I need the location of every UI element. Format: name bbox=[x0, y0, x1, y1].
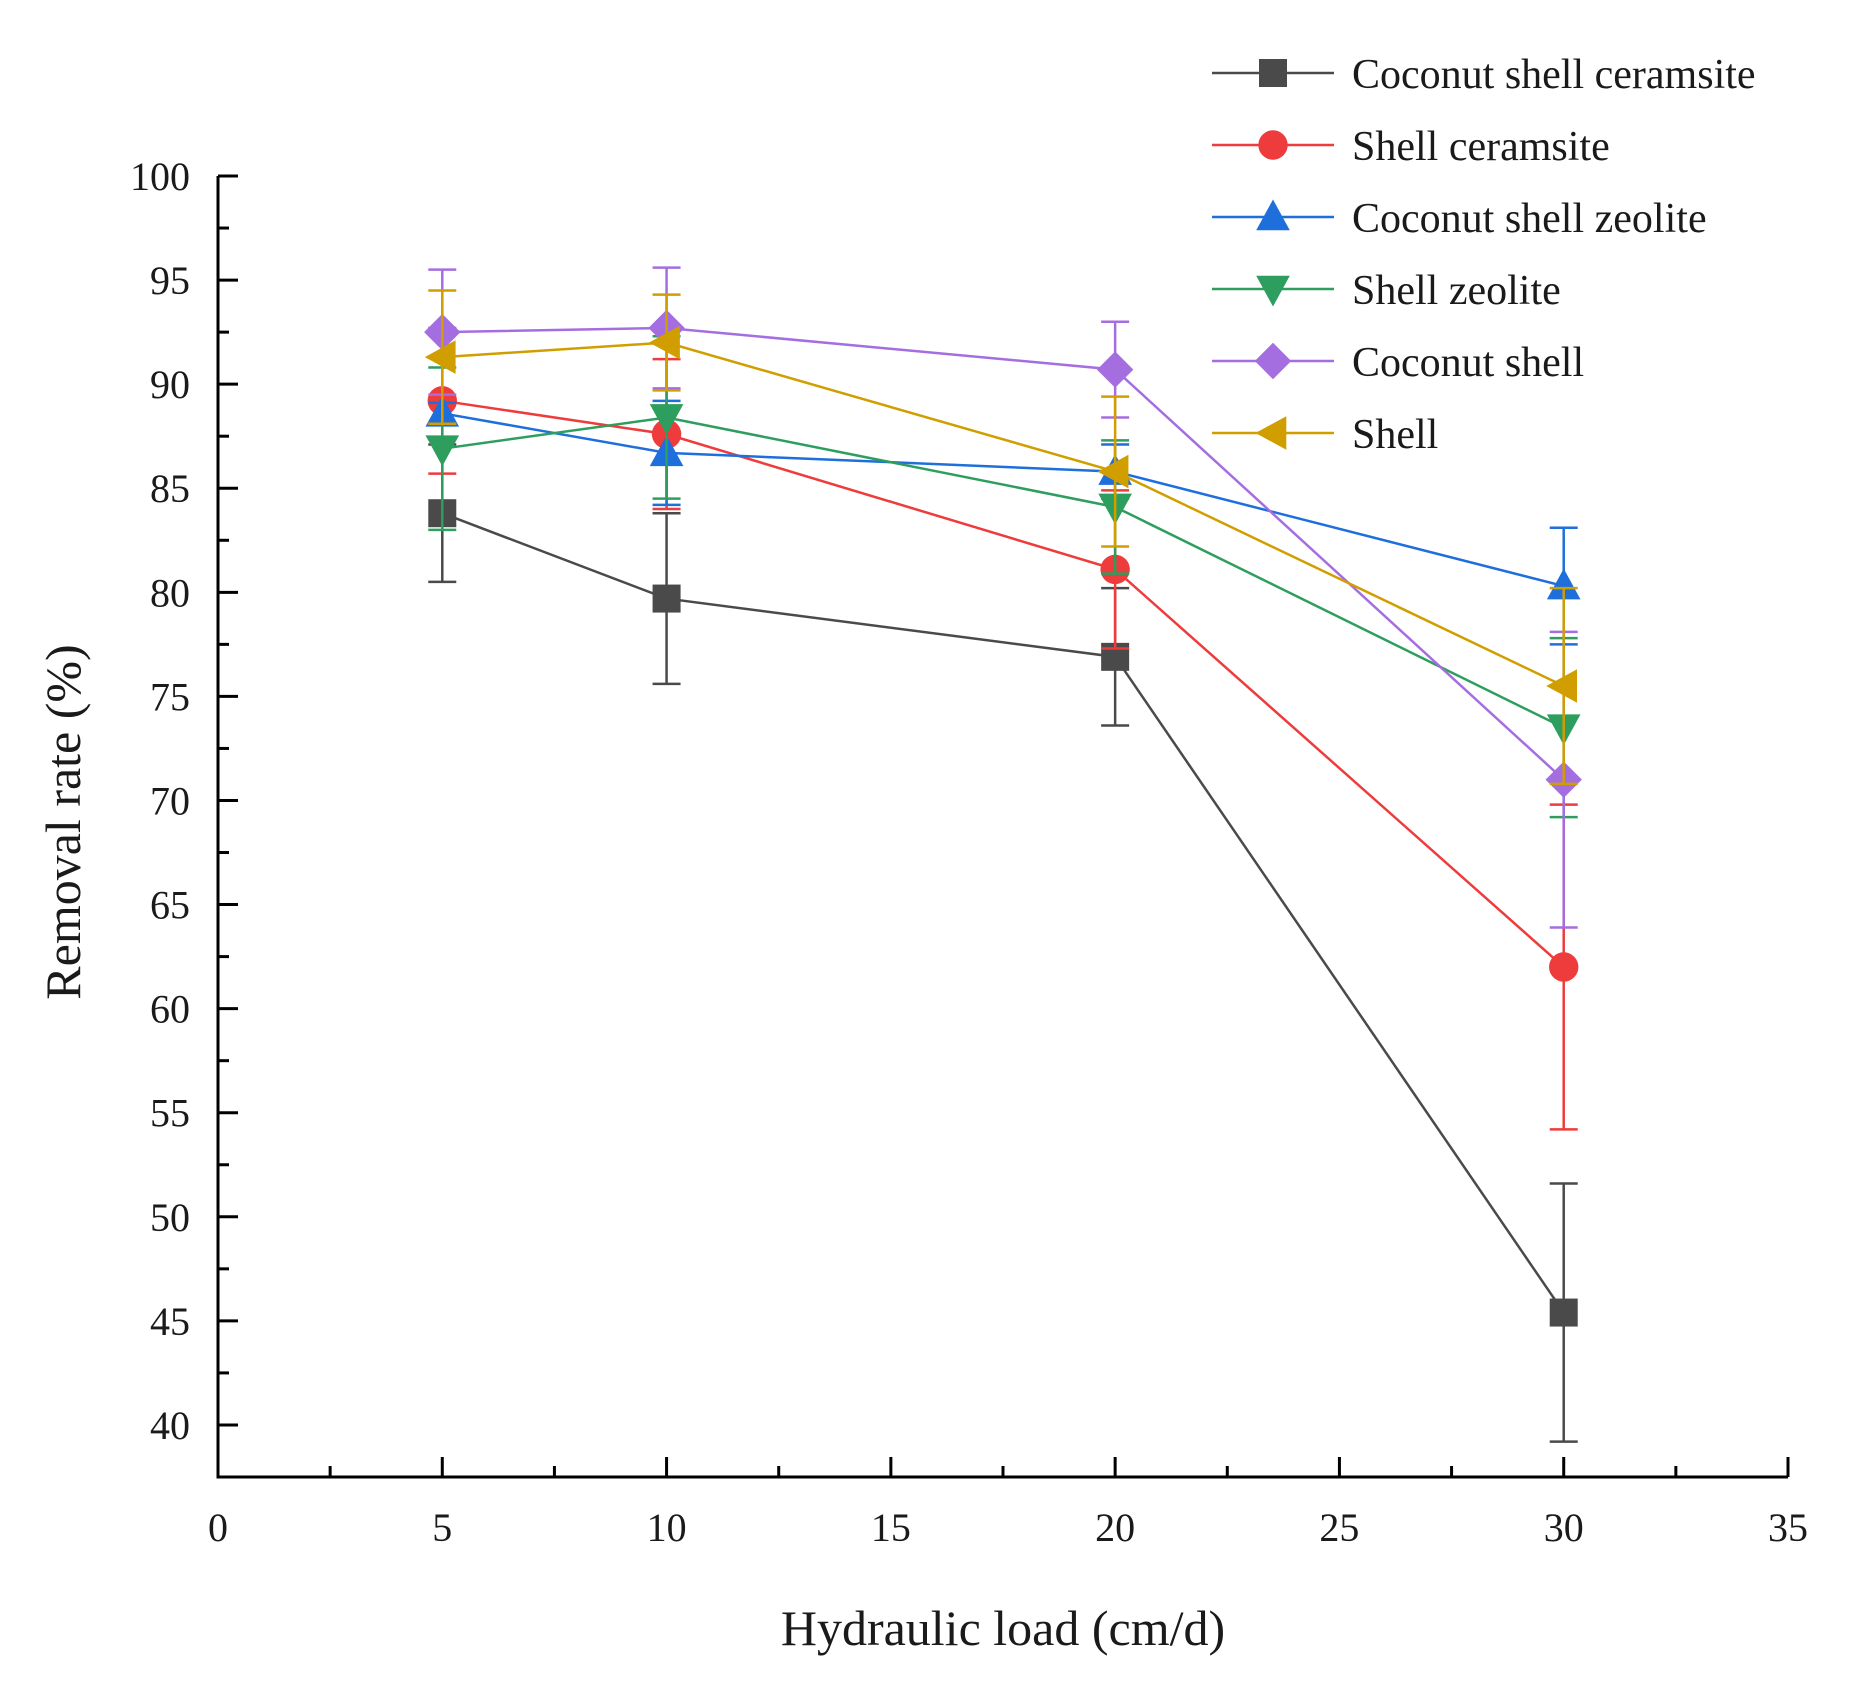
legend-item: Coconut shell zeolite bbox=[1212, 196, 1707, 242]
x-tick-label: 35 bbox=[1768, 1505, 1808, 1550]
data-point bbox=[1549, 952, 1579, 982]
y-tick-label: 95 bbox=[150, 258, 190, 303]
data-point bbox=[1546, 568, 1581, 600]
x-tick-label: 10 bbox=[647, 1505, 687, 1550]
series-coconut-shell-ceramsite bbox=[428, 443, 1578, 1443]
y-tick-label: 85 bbox=[150, 466, 190, 511]
legend-label: Shell ceramsite bbox=[1352, 124, 1610, 170]
series-line bbox=[442, 341, 1565, 688]
y-tick-label: 70 bbox=[150, 778, 190, 823]
data-point bbox=[1096, 351, 1134, 388]
x-tick-label: 30 bbox=[1544, 1505, 1584, 1550]
y-tick-label: 75 bbox=[150, 674, 190, 719]
data-point bbox=[425, 435, 460, 467]
y-tick-label: 65 bbox=[150, 883, 190, 928]
x-tick-label: 25 bbox=[1319, 1505, 1359, 1550]
y-tick-label: 55 bbox=[150, 1091, 190, 1136]
x-tick-label: 15 bbox=[871, 1505, 911, 1550]
legend-item: Coconut shell ceramsite bbox=[1212, 52, 1756, 98]
legend: Coconut shell ceramsite Shell ceramsite Co… bbox=[1212, 52, 1756, 458]
y-tick-label: 90 bbox=[150, 362, 190, 407]
series-line bbox=[442, 416, 1565, 729]
series-shell-zeolite bbox=[425, 335, 1581, 819]
data-point bbox=[1097, 454, 1129, 489]
series-line bbox=[442, 399, 1565, 968]
legend-marker bbox=[1259, 59, 1287, 87]
legend-marker bbox=[1256, 199, 1290, 231]
axes: 40 45 50 55 60 65 70 75 80 85 90 95 100 0 5 10 15 20 25 30 3… bbox=[130, 154, 1808, 1550]
legend-label: Shell bbox=[1352, 412, 1438, 458]
y-tick-label: 40 bbox=[150, 1403, 190, 1448]
y-axis-title: Removal rate (%) bbox=[35, 644, 91, 999]
y-tick-label: 60 bbox=[150, 987, 190, 1032]
data-point bbox=[649, 325, 680, 360]
legend-label: Coconut shell bbox=[1352, 340, 1584, 386]
legend-item: Shell bbox=[1212, 412, 1438, 458]
plot-area bbox=[424, 266, 1582, 1443]
series-line bbox=[442, 326, 1565, 781]
x-tick-label: 0 bbox=[208, 1505, 228, 1550]
data-point bbox=[652, 584, 681, 613]
data-point bbox=[424, 340, 456, 374]
legend-item: Shell zeolite bbox=[1212, 268, 1561, 314]
legend-label: Coconut shell ceramsite bbox=[1352, 52, 1756, 98]
legend-item: Coconut shell bbox=[1212, 340, 1584, 386]
y-tick-label: 45 bbox=[150, 1299, 190, 1344]
legend-marker bbox=[1255, 416, 1287, 450]
series-shell bbox=[424, 289, 1578, 786]
data-point bbox=[649, 404, 684, 435]
series-line bbox=[441, 512, 1565, 1314]
legend-item: Shell ceramsite bbox=[1212, 124, 1610, 170]
x-tick-label: 20 bbox=[1095, 1505, 1135, 1550]
legend-label: Shell zeolite bbox=[1352, 268, 1561, 314]
legend-marker bbox=[1256, 275, 1290, 307]
legend-marker bbox=[1254, 342, 1292, 380]
legend-label: Coconut shell zeolite bbox=[1352, 196, 1707, 242]
y-tick-label: 80 bbox=[150, 570, 190, 615]
data-point bbox=[1549, 1298, 1578, 1327]
x-tick-label: 5 bbox=[432, 1505, 452, 1550]
y-tick-label: 50 bbox=[150, 1195, 190, 1240]
legend-marker bbox=[1258, 130, 1288, 160]
y-tick-label: 100 bbox=[130, 154, 190, 199]
data-point bbox=[1546, 669, 1578, 703]
x-axis-title: Hydraulic load (cm/d) bbox=[781, 1600, 1225, 1656]
